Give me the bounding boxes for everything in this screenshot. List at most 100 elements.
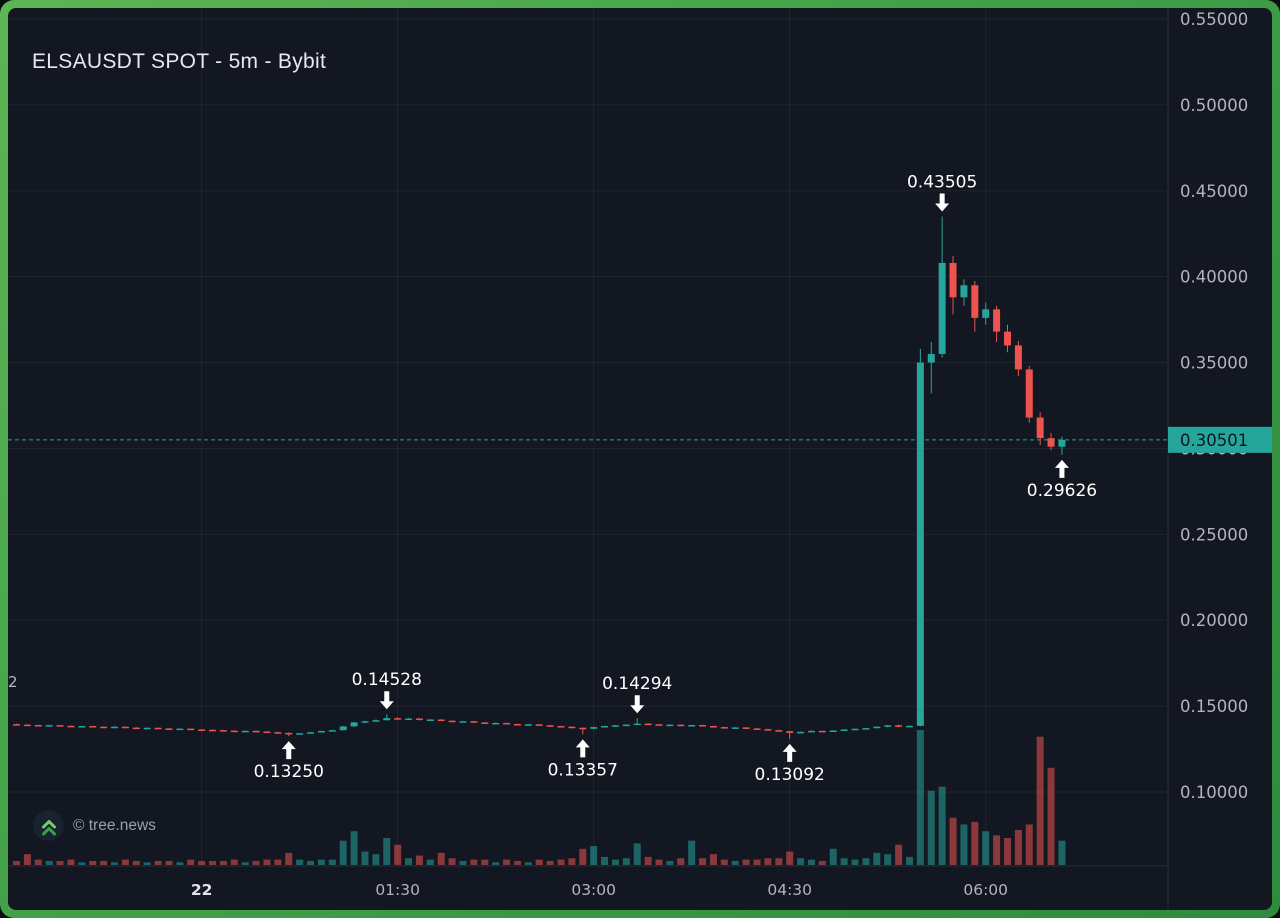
- candle-body[interactable]: [459, 721, 467, 723]
- candle-body[interactable]: [949, 262, 957, 298]
- candle-body[interactable]: [818, 730, 826, 733]
- candle-body[interactable]: [285, 732, 293, 735]
- candle-body[interactable]: [993, 309, 1001, 332]
- candle-body[interactable]: [699, 725, 707, 727]
- candle-body[interactable]: [546, 725, 554, 727]
- candle-body[interactable]: [775, 730, 783, 732]
- candle-body[interactable]: [405, 718, 413, 720]
- candle-body[interactable]: [905, 725, 913, 728]
- candle-body[interactable]: [241, 730, 249, 733]
- candle-body[interactable]: [154, 727, 162, 730]
- candle-body[interactable]: [13, 724, 20, 726]
- candle-body[interactable]: [644, 723, 652, 726]
- candle-body[interactable]: [89, 726, 97, 728]
- candle-body[interactable]: [448, 720, 456, 723]
- candle-body[interactable]: [415, 718, 423, 720]
- candle-body[interactable]: [938, 262, 946, 354]
- candle-body[interactable]: [709, 726, 717, 728]
- candle-body[interactable]: [437, 719, 445, 722]
- candle-body[interactable]: [568, 726, 576, 729]
- candle-body[interactable]: [764, 729, 772, 731]
- candle-body[interactable]: [111, 726, 119, 729]
- candle-body[interactable]: [263, 731, 271, 734]
- candle-body[interactable]: [851, 728, 859, 731]
- candle-body[interactable]: [492, 722, 500, 725]
- candle-body[interactable]: [971, 285, 979, 318]
- candle-body[interactable]: [590, 727, 598, 729]
- candle-body[interactable]: [296, 733, 304, 735]
- candle-body[interactable]: [1036, 417, 1044, 439]
- candle-body[interactable]: [372, 720, 380, 722]
- candle-body[interactable]: [143, 727, 151, 730]
- candle-body[interactable]: [187, 728, 195, 731]
- candle-body[interactable]: [513, 723, 521, 726]
- candle-body[interactable]: [176, 728, 184, 731]
- candle-body[interactable]: [383, 718, 391, 721]
- candle-body[interactable]: [317, 731, 325, 733]
- candle-body[interactable]: [132, 727, 140, 730]
- candle-body[interactable]: [339, 726, 347, 731]
- candle-body[interactable]: [198, 729, 206, 731]
- candle-body[interactable]: [557, 726, 565, 728]
- candle-body[interactable]: [982, 309, 990, 318]
- candle-body[interactable]: [121, 726, 129, 729]
- candle-body[interactable]: [307, 732, 315, 734]
- candle-body[interactable]: [470, 721, 478, 723]
- candle-body[interactable]: [481, 722, 489, 724]
- candle-body[interactable]: [688, 725, 696, 727]
- candle-body[interactable]: [786, 731, 794, 733]
- volume-bar: [78, 862, 86, 865]
- candle-body[interactable]: [56, 725, 64, 727]
- candle-body[interactable]: [1047, 438, 1055, 447]
- candle-body[interactable]: [328, 730, 336, 732]
- candle-body[interactable]: [807, 730, 815, 733]
- candle-body[interactable]: [100, 726, 108, 729]
- candle-body[interactable]: [209, 729, 217, 732]
- candle-body[interactable]: [78, 726, 86, 728]
- candle-body[interactable]: [252, 730, 260, 733]
- candle-body[interactable]: [633, 723, 641, 726]
- candle-body[interactable]: [1058, 439, 1066, 447]
- candle-body[interactable]: [601, 726, 609, 728]
- candle-body[interactable]: [895, 725, 903, 727]
- candle-body[interactable]: [1025, 369, 1033, 418]
- candlestick-chart[interactable]: 0.550000.500000.450000.400000.350000.300…: [8, 8, 1272, 910]
- candle-body[interactable]: [34, 725, 42, 727]
- candle-body[interactable]: [960, 285, 968, 298]
- candle-body[interactable]: [45, 725, 53, 727]
- candle-body[interactable]: [579, 727, 587, 730]
- candle-body[interactable]: [274, 732, 282, 734]
- candle-body[interactable]: [1014, 345, 1022, 370]
- candle-body[interactable]: [165, 728, 173, 730]
- candle-body[interactable]: [884, 725, 892, 727]
- candle-body[interactable]: [1003, 331, 1011, 346]
- candle-body[interactable]: [535, 724, 543, 726]
- candle-body[interactable]: [350, 722, 358, 727]
- candle-body[interactable]: [753, 728, 761, 730]
- candle-body[interactable]: [927, 353, 935, 363]
- candle-body[interactable]: [230, 730, 238, 733]
- candle-body[interactable]: [67, 725, 75, 728]
- candle-body[interactable]: [742, 727, 750, 729]
- candle-body[interactable]: [394, 718, 402, 720]
- candle-body[interactable]: [840, 729, 848, 731]
- candle-body[interactable]: [219, 730, 227, 732]
- candle-body[interactable]: [361, 721, 369, 723]
- candle-body[interactable]: [731, 727, 739, 729]
- candle-body[interactable]: [622, 724, 630, 727]
- candle-body[interactable]: [873, 726, 881, 729]
- candle-body[interactable]: [611, 725, 619, 727]
- candle-body[interactable]: [677, 724, 685, 727]
- candle-body[interactable]: [503, 722, 511, 725]
- candle-body[interactable]: [524, 724, 532, 726]
- candle-body[interactable]: [797, 731, 805, 734]
- candle-body[interactable]: [666, 724, 674, 727]
- candle-body[interactable]: [23, 724, 31, 727]
- candle-body[interactable]: [829, 730, 837, 733]
- candle-body[interactable]: [720, 727, 728, 729]
- candle-body[interactable]: [426, 719, 434, 722]
- candle-body[interactable]: [862, 728, 870, 730]
- candle-body[interactable]: [655, 724, 663, 726]
- volume-bar: [100, 860, 108, 865]
- candle-body[interactable]: [916, 362, 924, 726]
